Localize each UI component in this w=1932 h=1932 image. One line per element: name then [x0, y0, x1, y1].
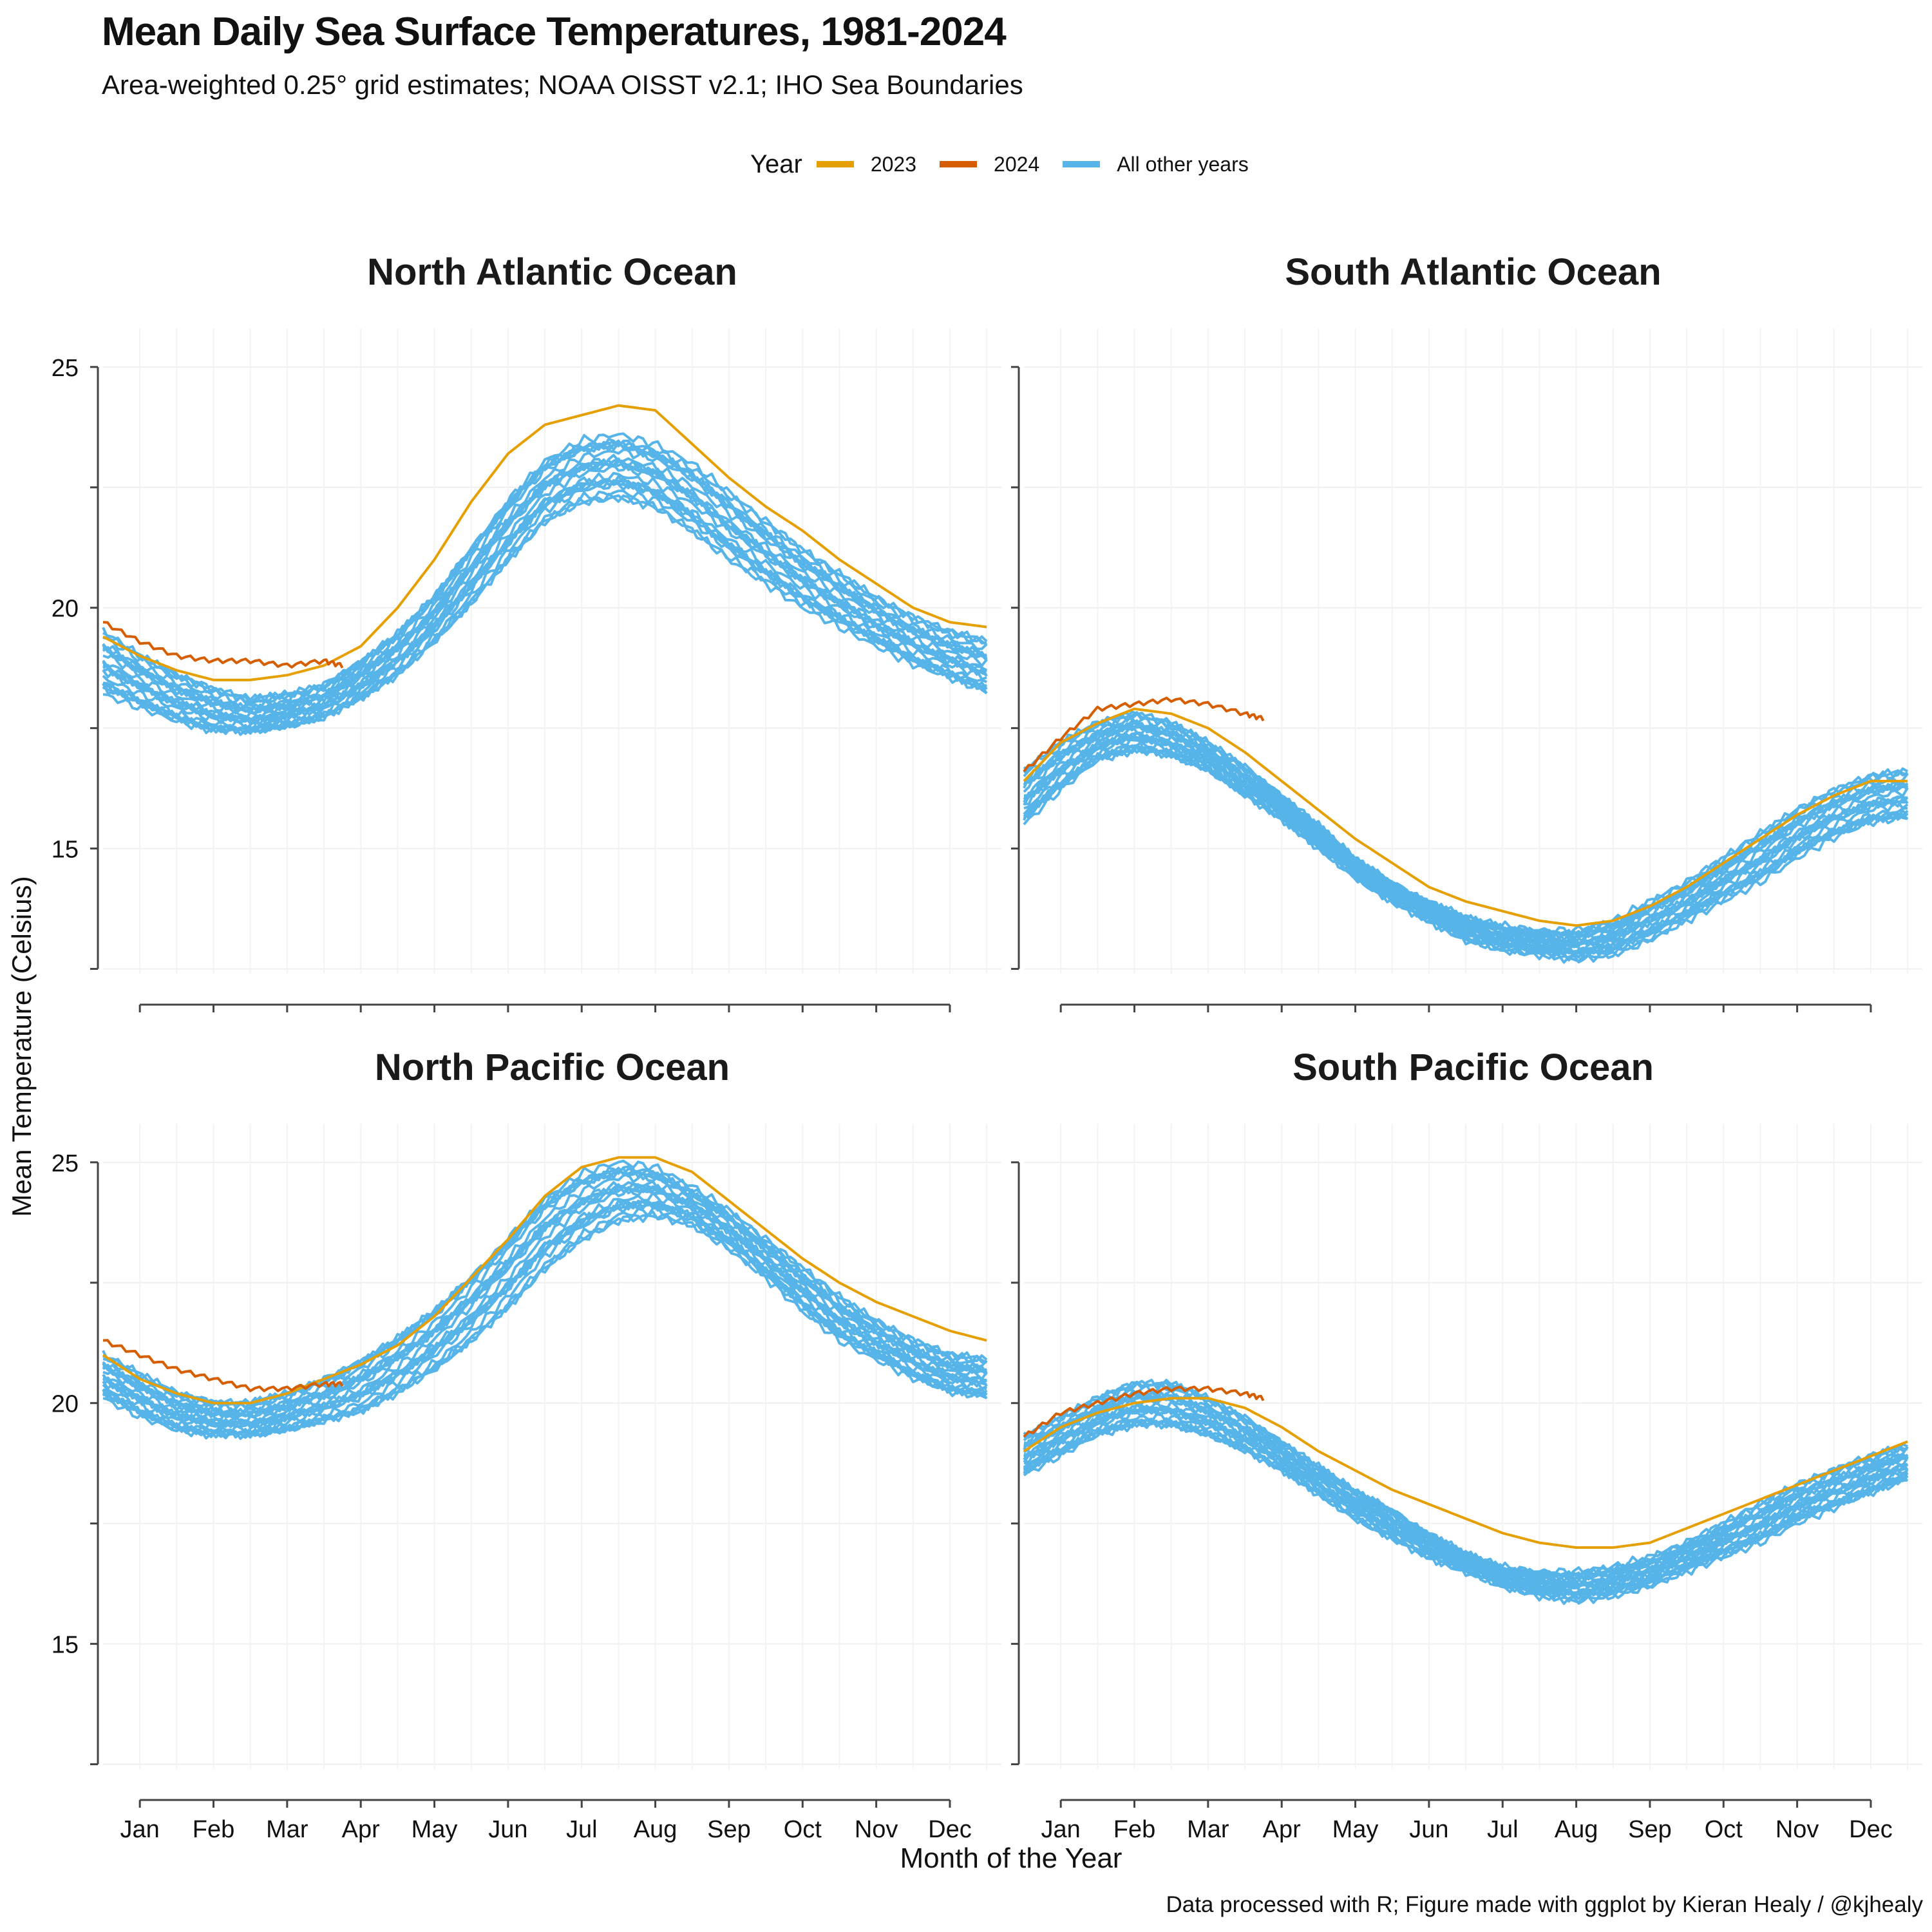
x-tick-label-nov: Nov	[855, 1816, 898, 1843]
x-tick-label-dec: Dec	[928, 1816, 972, 1843]
x-tick-label-oct: Oct	[1705, 1816, 1743, 1843]
y-tick-label: 25	[52, 1150, 79, 1177]
x-tick-label-mar: Mar	[1187, 1816, 1229, 1843]
x-tick-label-nov: Nov	[1776, 1816, 1819, 1843]
x-tick-label-jan: Jan	[1041, 1816, 1081, 1843]
series-line-other-years	[102, 1206, 988, 1439]
x-tick-label-aug: Aug	[1555, 1816, 1598, 1843]
series-line-2023	[1023, 707, 1908, 927]
legend: Year 2023 2024 All other years	[750, 148, 1272, 180]
legend-swatch-2024	[940, 161, 978, 167]
y-tick-label: 20	[52, 596, 79, 623]
x-tick-label-may: May	[1332, 1816, 1379, 1843]
series-line-2024	[102, 621, 344, 669]
chart-title: Mean Daily Sea Surface Temperatures, 198…	[102, 10, 1007, 54]
panel-title-north-atlantic-ocean: North Atlantic Ocean	[367, 251, 737, 293]
x-tick-label-jul: Jul	[1487, 1816, 1519, 1843]
legend-label-other-years: All other years	[1117, 152, 1249, 176]
y-tick-label: 15	[52, 1632, 79, 1659]
x-tick-label-jun: Jun	[1409, 1816, 1448, 1843]
y-tick-label: 15	[52, 837, 79, 864]
series-line-other-years	[102, 493, 987, 735]
legend-title: Year	[750, 149, 802, 178]
y-tick-label: 20	[52, 1391, 79, 1418]
panel-title-south-atlantic-ocean: South Atlantic Ocean	[1285, 251, 1661, 293]
legend-label-2024: 2024	[994, 152, 1040, 176]
y-tick-label: 25	[52, 355, 79, 382]
panel-title-south-pacific-ocean: South Pacific Ocean	[1293, 1046, 1654, 1088]
x-tick-label-feb: Feb	[193, 1816, 234, 1843]
series-line-other-years	[102, 1213, 987, 1439]
series-line-other-years	[102, 437, 987, 702]
chart-subtitle: Area-weighted 0.25° grid estimates; NOAA…	[102, 70, 1023, 100]
x-tick-label-jul: Jul	[566, 1816, 598, 1843]
x-tick-label-apr: Apr	[342, 1816, 380, 1843]
legend-item-other-years: All other years	[1063, 153, 1249, 176]
x-axis-title: Month of the Year	[900, 1842, 1122, 1874]
series-line-2023	[102, 404, 987, 681]
series-line-other-years	[1023, 1378, 1909, 1580]
x-tick-label-jun: Jun	[488, 1816, 527, 1843]
series-line-other-years	[102, 432, 988, 705]
legend-swatch-other-years	[1063, 161, 1101, 167]
series-line-other-years	[1023, 744, 1909, 963]
series-line-2023	[102, 1156, 987, 1405]
legend-swatch-2023	[816, 161, 854, 167]
series-line-other-years	[102, 489, 988, 735]
panel-title-north-pacific-ocean: North Pacific Ocean	[375, 1046, 730, 1088]
x-tick-label-jan: Jan	[120, 1816, 160, 1843]
series-line-2024	[1023, 696, 1265, 773]
x-tick-label-may: May	[412, 1816, 458, 1843]
series-line-other-years	[1023, 712, 1909, 937]
series-line-2024	[102, 1339, 344, 1392]
x-tick-label-oct: Oct	[784, 1816, 822, 1843]
x-tick-label-mar: Mar	[266, 1816, 308, 1843]
series-line-2024	[1023, 1385, 1265, 1438]
x-tick-label-aug: Aug	[634, 1816, 677, 1843]
x-tick-label-sep: Sep	[707, 1816, 751, 1843]
legend-item-2024: 2024	[940, 153, 1039, 176]
y-axis-title: Mean Temperature (Celsius)	[6, 876, 37, 1217]
series-line-other-years	[1023, 710, 1909, 940]
x-tick-label-apr: Apr	[1263, 1816, 1301, 1843]
legend-item-2023: 2023	[816, 152, 917, 176]
x-tick-label-sep: Sep	[1628, 1816, 1672, 1843]
chart-caption: Data processed with R; Figure made with …	[1166, 1892, 1923, 1917]
legend-label-2023: 2023	[870, 152, 917, 176]
x-tick-label-feb: Feb	[1113, 1816, 1155, 1843]
series-line-other-years	[1023, 1417, 1909, 1604]
x-tick-label-dec: Dec	[1849, 1816, 1893, 1843]
series-line-2023	[1023, 1397, 1908, 1549]
